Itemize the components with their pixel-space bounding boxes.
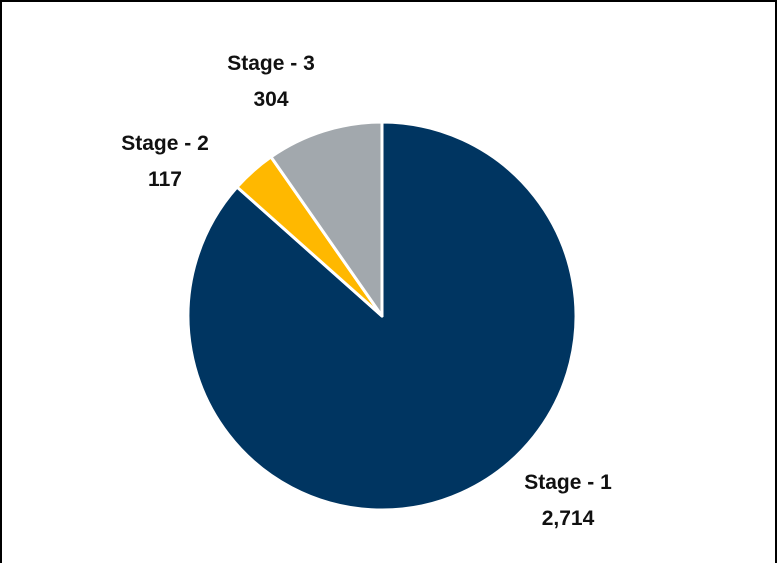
pie-slices — [186, 120, 578, 512]
slice-category-label: Stage - 3 — [227, 52, 315, 75]
slice-category-label: Stage - 2 — [121, 132, 209, 155]
slice-value-label: 304 — [253, 88, 288, 111]
slice-value-label: 117 — [148, 168, 182, 191]
pie-labels: Stage - 1 2,714 Stage - 2 117 Stage - 3 304 — [121, 52, 612, 530]
slice-category-label: Stage - 1 — [524, 471, 612, 494]
pie-slice-1 — [186, 120, 578, 512]
slice-value-label: 2,714 — [542, 507, 595, 530]
pie-slice-3 — [269, 120, 384, 318]
